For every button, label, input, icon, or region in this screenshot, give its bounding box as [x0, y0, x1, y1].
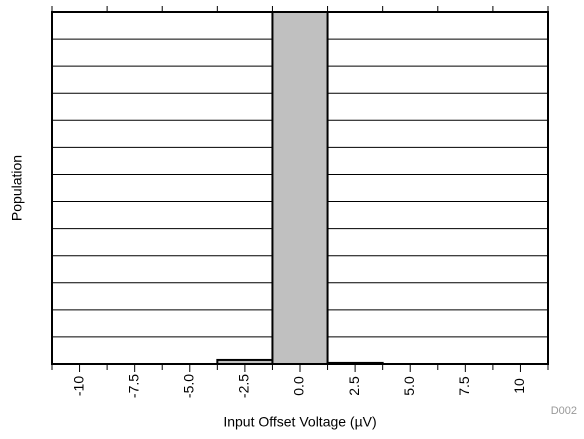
x-tick-label: 2.5 [346, 376, 362, 396]
x-tick-label: -5.0 [180, 374, 196, 398]
y-axis-label: Population [9, 155, 25, 221]
bar [271, 11, 329, 365]
x-tick-label: -10 [70, 376, 86, 396]
x-tick-label: 0.0 [291, 376, 307, 396]
annotation: D002 [551, 405, 577, 417]
x-tick-label: 7.5 [456, 376, 472, 396]
x-tick-label: 5.0 [401, 376, 417, 396]
x-tick-label: 10 [511, 378, 527, 394]
x-tick-label: -7.5 [125, 374, 141, 398]
x-axis-label: Input Offset Voltage (µV) [223, 414, 376, 430]
plot-frame [51, 11, 549, 365]
x-tick-label: -2.5 [236, 374, 252, 398]
